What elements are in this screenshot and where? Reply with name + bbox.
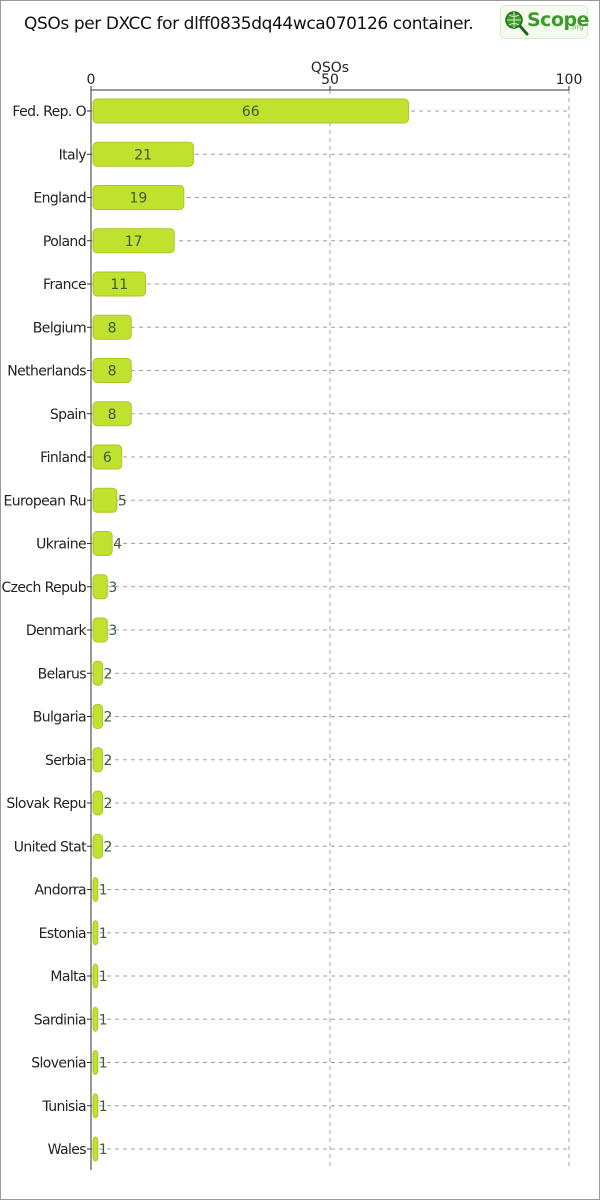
category-label: Estonia (39, 926, 86, 942)
magnifier-globe-icon (505, 11, 529, 36)
bar (92, 617, 108, 643)
bar (92, 877, 99, 902)
data-label: 2 (104, 753, 113, 769)
bar (92, 963, 99, 989)
data-label: 4 (113, 537, 122, 553)
bar (92, 920, 99, 946)
bar (92, 833, 104, 859)
bar (92, 1050, 99, 1075)
chart-title: QSOs per DXCC for dlff0835dq44wca070126 … (24, 14, 474, 34)
bar (92, 314, 132, 340)
bar (92, 790, 104, 816)
bar (92, 747, 104, 773)
data-label: 3 (108, 623, 117, 639)
category-label: Wales (48, 1142, 87, 1158)
data-label: 2 (104, 666, 113, 682)
qscope-logo[interactable]: Scope .org (500, 5, 590, 39)
data-label: 1 (99, 1142, 108, 1158)
bar (92, 228, 175, 254)
category-label: Sardinia (34, 1012, 86, 1028)
category-label: Malta (50, 969, 86, 985)
category-label: Tunisia (41, 1099, 86, 1115)
data-label: 8 (108, 407, 117, 423)
data-label: 21 (134, 147, 152, 163)
bar (92, 358, 132, 383)
category-label: Andorra (34, 883, 86, 899)
logo-text: Scope (527, 9, 590, 31)
data-label: 1 (99, 1099, 108, 1115)
bar (92, 531, 113, 556)
category-label: United Stat (14, 839, 87, 855)
data-label: 2 (104, 796, 113, 812)
data-label: 17 (125, 234, 143, 250)
category-label: Belgium (33, 320, 86, 336)
data-label: 66 (242, 104, 260, 120)
category-label: Netherlands (7, 364, 86, 380)
bar (92, 98, 409, 124)
data-label: 1 (99, 1056, 108, 1072)
data-label: 11 (110, 277, 128, 293)
category-label: Spain (50, 407, 86, 423)
bar (92, 1006, 99, 1032)
category-label: Finland (40, 450, 86, 466)
category-label: Bulgaria (33, 710, 86, 726)
data-label: 2 (104, 839, 113, 855)
bar (92, 271, 147, 297)
category-label: Italy (59, 147, 87, 163)
data-label: 8 (108, 320, 117, 336)
x-tick-label: 0 (87, 72, 96, 88)
category-label: Slovak Repu (6, 796, 86, 812)
category-label: England (33, 191, 86, 207)
category-label: Denmark (26, 623, 88, 639)
data-label: 1 (99, 926, 108, 942)
category-label: France (43, 277, 86, 293)
bar (92, 401, 132, 427)
bar (92, 487, 118, 513)
bar (92, 444, 123, 470)
bar (92, 1136, 99, 1162)
data-label: 2 (104, 710, 113, 726)
logo-suffix: .org (570, 23, 584, 31)
bar (92, 1093, 99, 1119)
category-label: Poland (43, 234, 86, 250)
data-label: 8 (108, 364, 117, 380)
bar (92, 185, 185, 210)
data-label: 1 (99, 883, 108, 899)
category-label: Czech Repub (1, 580, 86, 596)
x-axis-title: QSOs (311, 60, 349, 76)
category-label: Ukraine (36, 537, 86, 553)
data-label: 6 (103, 450, 112, 466)
category-label: European Ru (3, 493, 86, 509)
bar (92, 660, 104, 686)
data-label: 1 (99, 1012, 108, 1028)
category-label: Serbia (45, 753, 86, 769)
data-label: 19 (129, 191, 147, 207)
data-label: 1 (99, 969, 108, 985)
bar (92, 704, 104, 729)
x-tick-label: 50 (321, 72, 339, 88)
category-label: Belarus (38, 666, 87, 682)
bar (92, 141, 194, 167)
x-tick-label: 100 (556, 72, 583, 88)
bar (92, 574, 108, 600)
data-label: 5 (118, 493, 127, 509)
category-label: Fed. Rep. O (12, 104, 86, 120)
category-label: Slovenia (31, 1056, 86, 1072)
data-label: 3 (108, 580, 117, 596)
